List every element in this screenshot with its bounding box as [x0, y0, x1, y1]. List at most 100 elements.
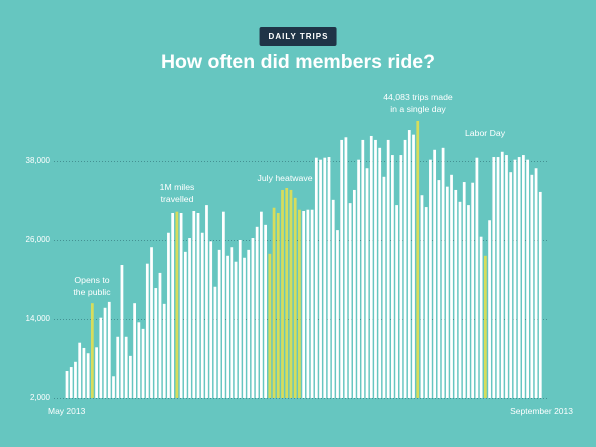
trip-bar: [505, 155, 508, 398]
trip-bar: [382, 176, 386, 398]
trip-bar: [314, 157, 318, 398]
trip-bar: [441, 147, 445, 398]
trip-bar: [264, 224, 267, 398]
trip-bar: [116, 336, 120, 398]
trip-bar: [213, 286, 217, 398]
trip-bar: [154, 288, 158, 398]
annotation-july-heatwave: July heatwave: [235, 172, 335, 184]
trip-bar: [306, 209, 310, 398]
trip-bar: [429, 159, 432, 398]
trip-bar: [107, 301, 111, 398]
trip-bar: [99, 317, 103, 398]
trip-bar: [302, 211, 306, 398]
trip-bar: [150, 247, 153, 398]
highlighted-trip-bar: [175, 211, 179, 398]
trip-bar: [74, 361, 77, 398]
trip-bar: [348, 203, 352, 398]
trip-bar: [234, 261, 238, 398]
chart-title: How often did members ride?: [160, 51, 436, 73]
trip-bar: [517, 157, 521, 398]
trip-bar: [475, 157, 479, 398]
annotation-opens-to-the-public: Opens to the public: [42, 274, 142, 298]
trip-bar: [412, 134, 415, 398]
trip-bar: [399, 155, 403, 398]
trip-bar: [192, 211, 196, 398]
trip-bar: [538, 191, 542, 398]
highlighted-trip-bar: [298, 209, 301, 398]
x-tick-label-end: September 2013: [510, 406, 573, 416]
trip-bar: [238, 239, 242, 398]
trip-bar: [437, 180, 441, 398]
trip-bar: [445, 186, 449, 398]
trip-bar: [133, 303, 136, 398]
trip-bar: [260, 211, 263, 398]
trip-bar: [230, 247, 234, 398]
trip-bar: [243, 257, 246, 398]
annotation-1m-miles: 1M miles travelled: [127, 181, 227, 205]
trip-bar: [357, 159, 360, 398]
annotation-record-day: 44,083 trips made in a single day: [368, 91, 468, 115]
trip-bar: [103, 307, 107, 398]
trip-bar: [433, 149, 437, 398]
trip-bar: [65, 371, 69, 398]
highlighted-trip-bar: [281, 189, 284, 398]
trip-bar: [145, 263, 149, 398]
annotation-line: the public: [73, 287, 111, 297]
trip-bar: [255, 226, 259, 398]
trip-bar: [374, 139, 377, 399]
highlighted-trip-bar: [268, 253, 272, 398]
annotation-line: in a single day: [390, 104, 446, 114]
trip-bar: [522, 155, 525, 398]
trip-bar: [179, 213, 183, 398]
trip-bar: [331, 199, 335, 398]
trip-bar: [141, 328, 145, 398]
annotation-line: 1M miles: [159, 182, 195, 192]
trip-bar: [378, 147, 382, 398]
trip-bar: [167, 232, 170, 398]
annotation-line: travelled: [160, 194, 194, 204]
highlighted-trip-bar: [90, 303, 94, 398]
y-tick-label: 26,000: [25, 234, 50, 244]
trip-bar: [395, 205, 398, 398]
bars: [65, 120, 542, 399]
y-tick-label: 14,000: [25, 313, 50, 323]
trip-bar: [95, 347, 98, 398]
trip-bar: [386, 139, 390, 399]
trip-bar: [78, 342, 82, 398]
trip-bar: [69, 367, 73, 398]
trip-bar: [209, 241, 213, 398]
trip-bar: [467, 205, 470, 398]
trip-bar: [137, 322, 141, 398]
trip-bar: [352, 189, 356, 398]
trip-bar: [310, 209, 314, 398]
trip-bar: [247, 249, 251, 398]
trip-bar: [323, 157, 327, 398]
trip-bar: [86, 353, 90, 398]
trip-bar: [120, 265, 124, 398]
highlighted-trip-bar: [416, 120, 420, 398]
trip-bar: [488, 220, 491, 398]
trip-bar: [513, 159, 517, 398]
trip-bar: [420, 195, 424, 398]
trip-bar: [327, 157, 331, 398]
trip-bar: [124, 336, 128, 398]
trip-bar: [365, 168, 369, 398]
trip-bar: [162, 303, 166, 398]
highlighted-trip-bar: [285, 187, 289, 398]
trip-bar: [82, 347, 86, 398]
trip-bar: [471, 182, 475, 398]
trip-bar: [188, 238, 191, 398]
trip-bar: [534, 168, 538, 398]
trip-bar: [336, 230, 339, 398]
highlighted-trip-bar: [483, 255, 487, 398]
annotation-line: 44,083 trips made: [383, 92, 453, 102]
trip-bar: [500, 151, 504, 398]
section-badge: DAILY TRIPS: [259, 27, 337, 46]
trip-bar: [391, 155, 394, 398]
annotation-line: July heatwave: [257, 173, 313, 183]
trip-bar: [129, 355, 132, 398]
annotation-line: Opens to: [74, 275, 110, 285]
trip-bar: [319, 159, 322, 398]
